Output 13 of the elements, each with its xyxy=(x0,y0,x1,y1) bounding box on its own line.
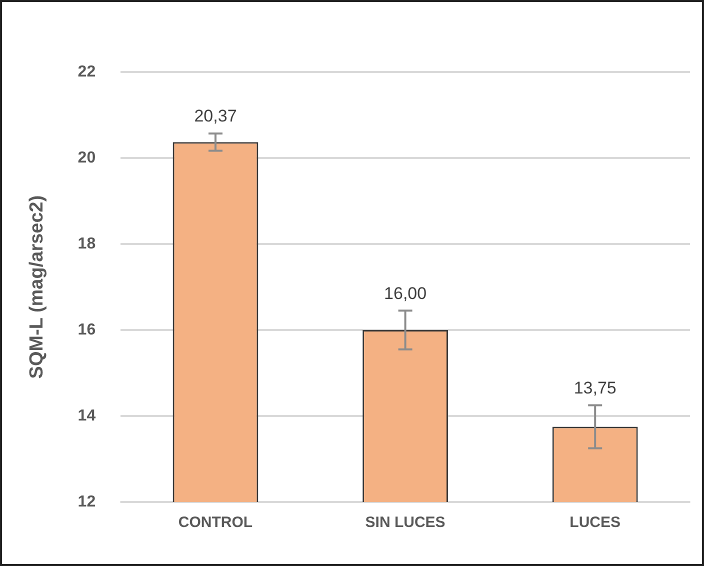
x-tick-label: SIN LUCES xyxy=(365,514,446,532)
x-tick-label: LUCES xyxy=(570,514,621,532)
data-label: 13,75 xyxy=(574,378,616,398)
y-tick-label: 22 xyxy=(78,63,96,80)
data-label: 16,00 xyxy=(384,284,427,303)
y-tick-label: 12 xyxy=(78,493,96,510)
y-tick-label: 16 xyxy=(78,321,96,338)
y-tick-label: 14 xyxy=(78,407,96,424)
data-label: 20,37 xyxy=(194,106,237,126)
y-tick-label: 20 xyxy=(78,149,96,166)
y-tick-label: 18 xyxy=(78,235,96,252)
y-axis-title: SQM-L (mag/arsec2) xyxy=(26,195,48,379)
x-tick-label: CONTROL xyxy=(178,514,253,532)
